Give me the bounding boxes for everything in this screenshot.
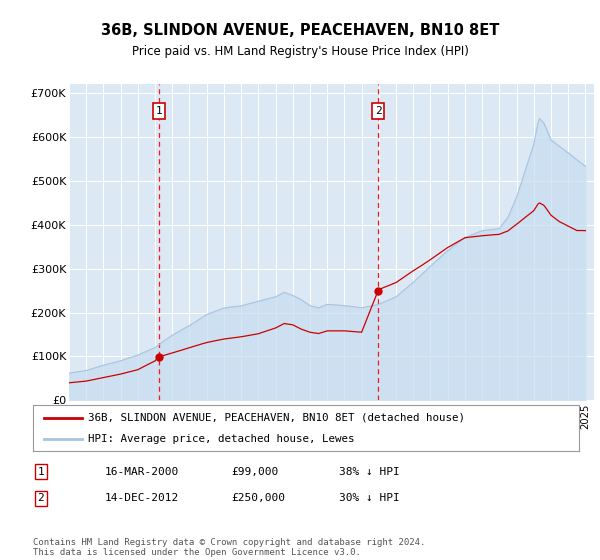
Text: 30% ↓ HPI: 30% ↓ HPI <box>339 493 400 503</box>
Text: £250,000: £250,000 <box>231 493 285 503</box>
Text: 2: 2 <box>375 106 382 116</box>
Text: 36B, SLINDON AVENUE, PEACEHAVEN, BN10 8ET: 36B, SLINDON AVENUE, PEACEHAVEN, BN10 8E… <box>101 24 499 38</box>
Text: Price paid vs. HM Land Registry's House Price Index (HPI): Price paid vs. HM Land Registry's House … <box>131 45 469 58</box>
Text: 1: 1 <box>37 466 44 477</box>
Text: 16-MAR-2000: 16-MAR-2000 <box>105 466 179 477</box>
Text: 38% ↓ HPI: 38% ↓ HPI <box>339 466 400 477</box>
Text: HPI: Average price, detached house, Lewes: HPI: Average price, detached house, Lewe… <box>88 435 354 444</box>
Text: 14-DEC-2012: 14-DEC-2012 <box>105 493 179 503</box>
Text: 36B, SLINDON AVENUE, PEACEHAVEN, BN10 8ET (detached house): 36B, SLINDON AVENUE, PEACEHAVEN, BN10 8E… <box>88 413 464 423</box>
Text: £99,000: £99,000 <box>231 466 278 477</box>
Text: Contains HM Land Registry data © Crown copyright and database right 2024.
This d: Contains HM Land Registry data © Crown c… <box>33 538 425 557</box>
Text: 1: 1 <box>155 106 162 116</box>
Text: 2: 2 <box>37 493 44 503</box>
